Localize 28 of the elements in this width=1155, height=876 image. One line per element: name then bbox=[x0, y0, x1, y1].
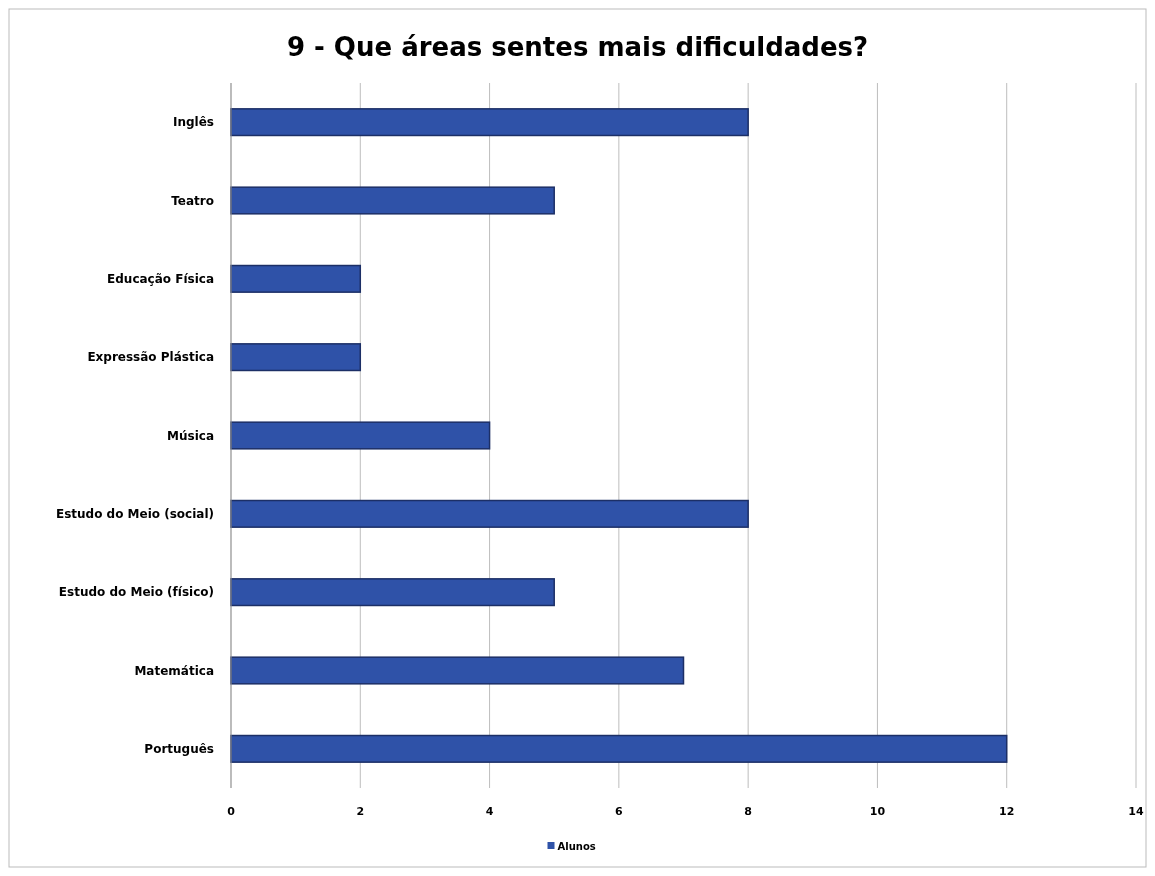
x-tick-label: 0 bbox=[227, 805, 236, 818]
bar bbox=[230, 108, 749, 137]
bar bbox=[230, 499, 749, 528]
bar bbox=[230, 343, 362, 372]
y-tick-label: Educação Física bbox=[107, 271, 214, 286]
x-tick-label: 10 bbox=[869, 805, 886, 818]
bar bbox=[230, 264, 362, 293]
x-tick-label: 2 bbox=[356, 805, 365, 818]
y-tick-label: Português bbox=[144, 741, 214, 756]
x-tick-label: 4 bbox=[485, 805, 494, 818]
y-tick-label: Inglês bbox=[173, 115, 214, 130]
x-tick-label: 6 bbox=[615, 805, 624, 818]
y-tick-label: Estudo do Meio (físico) bbox=[58, 585, 214, 600]
x-tick-label: 8 bbox=[744, 805, 752, 818]
legend-label: Alunos bbox=[557, 841, 596, 852]
x-tick-label: 14 bbox=[1128, 805, 1144, 818]
y-tick-label: Música bbox=[167, 428, 214, 443]
bar bbox=[230, 186, 555, 215]
chart-title: 9 - Que áreas sentes mais dificuldades? bbox=[286, 32, 869, 62]
y-tick-label: Matemática bbox=[134, 663, 214, 678]
x-tick-label: 12 bbox=[999, 805, 1015, 818]
bar bbox=[230, 656, 685, 685]
bar bbox=[230, 578, 555, 607]
y-tick-label: Teatro bbox=[171, 193, 214, 208]
y-tick-label: Expressão Plástica bbox=[87, 350, 214, 365]
bar bbox=[230, 421, 491, 450]
y-tick-label: Estudo do Meio (social) bbox=[55, 506, 214, 521]
bar bbox=[230, 734, 1008, 763]
